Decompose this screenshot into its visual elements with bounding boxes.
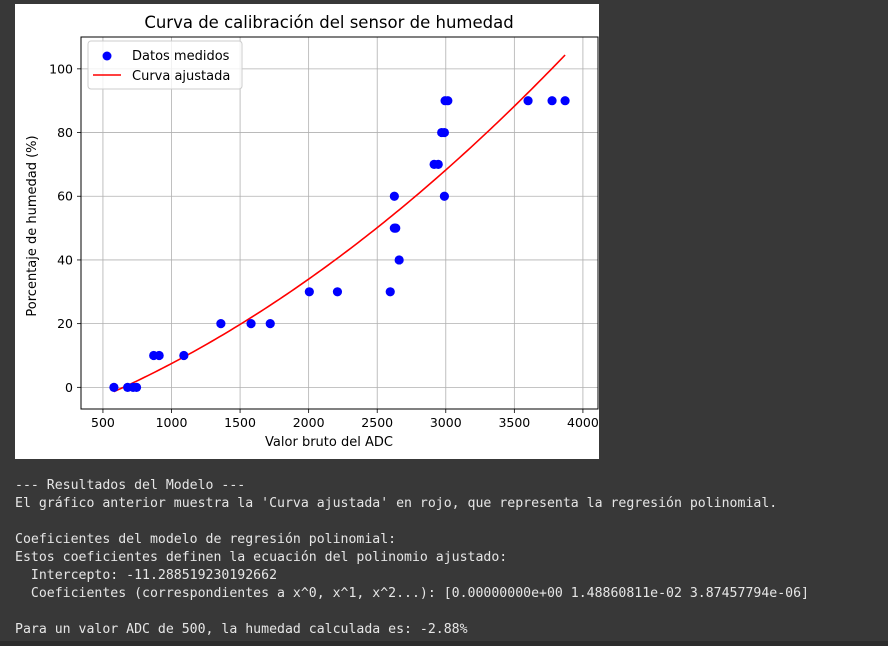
output-line: Coeficientes (correspondientes a x^0, x^… [15, 586, 809, 601]
data-point [547, 96, 557, 106]
y-tick-label: 100 [49, 61, 73, 76]
y-axis-label: Porcentaje de humedad (%) [25, 135, 40, 316]
data-point [332, 287, 343, 297]
data-point [523, 96, 533, 106]
data-point [131, 382, 142, 392]
x-tick-label: 2500 [361, 415, 393, 430]
output-line: --- Resultados del Modelo --- [15, 478, 246, 493]
data-point [439, 191, 450, 201]
output-blank-line [15, 603, 885, 621]
legend-scatter-marker [102, 51, 112, 61]
data-point [246, 319, 256, 329]
bottom-strip [0, 641, 888, 646]
chart-panel: 500 1000 1500 2000 2500 3000 3500 4000 0 20 40 60 80… [15, 4, 599, 459]
data-point [439, 127, 450, 138]
scatter-points-layer [109, 96, 570, 392]
data-point [304, 287, 314, 297]
axes-frame [80, 36, 599, 410]
x-tick-label: 2000 [293, 415, 325, 430]
chart-legend: Datos medidos Curva ajustada [87, 40, 243, 90]
fitted-curve-layer [113, 54, 566, 393]
data-point [433, 159, 443, 169]
legend-label-curva-ajustada: Curva ajustada [132, 69, 230, 84]
fitted-curve-line [113, 54, 566, 393]
y-tick-label: 0 [65, 380, 73, 395]
x-tick-label: 500 [91, 415, 115, 430]
data-point [394, 255, 404, 265]
x-tick-label: 4000 [567, 415, 599, 430]
data-point [154, 350, 164, 361]
output-line: Intercepto: -11.288519230192662 [15, 568, 278, 583]
y-tick-label: 60 [57, 189, 73, 204]
y-tick-label: 40 [57, 252, 73, 267]
y-tick-label: 20 [57, 316, 73, 331]
data-point [179, 350, 189, 361]
legend-label-datos-medidos: Datos medidos [132, 49, 230, 64]
x-axis-label: Valor bruto del ADC [265, 435, 393, 450]
output-blank-line [15, 513, 885, 531]
data-point [391, 223, 401, 233]
data-point [443, 96, 453, 106]
x-tick-label: 3000 [430, 415, 462, 430]
output-line: El gráfico anterior muestra la 'Curva aj… [15, 496, 778, 511]
data-point [560, 96, 570, 106]
data-point [385, 287, 395, 297]
calibration-chart: 500 1000 1500 2000 2500 3000 3500 4000 0 20 40 60 80… [25, 13, 599, 450]
y-tick-label: 80 [57, 125, 73, 140]
x-tick-label: 1000 [156, 415, 188, 430]
console-output: --- Resultados del Modelo --- El gráfico … [15, 477, 885, 639]
chart-title: Curva de calibración del sensor de humed… [144, 13, 513, 32]
legend-box [87, 40, 243, 90]
data-point [216, 319, 226, 329]
output-line: Estos coeficientes definen la ecuación d… [15, 550, 508, 565]
data-point [389, 191, 399, 201]
output-line: Coeficientes del modelo de regresión pol… [15, 532, 397, 547]
output-line: Para un valor ADC de 500, la humedad cal… [15, 622, 468, 637]
data-point [265, 319, 275, 329]
x-tick-label: 1500 [224, 415, 256, 430]
x-tick-label: 3500 [498, 415, 530, 430]
data-point [109, 382, 119, 392]
axis-ticks: 500 1000 1500 2000 2500 3000 3500 4000 0 20 40 60 80… [49, 61, 599, 430]
